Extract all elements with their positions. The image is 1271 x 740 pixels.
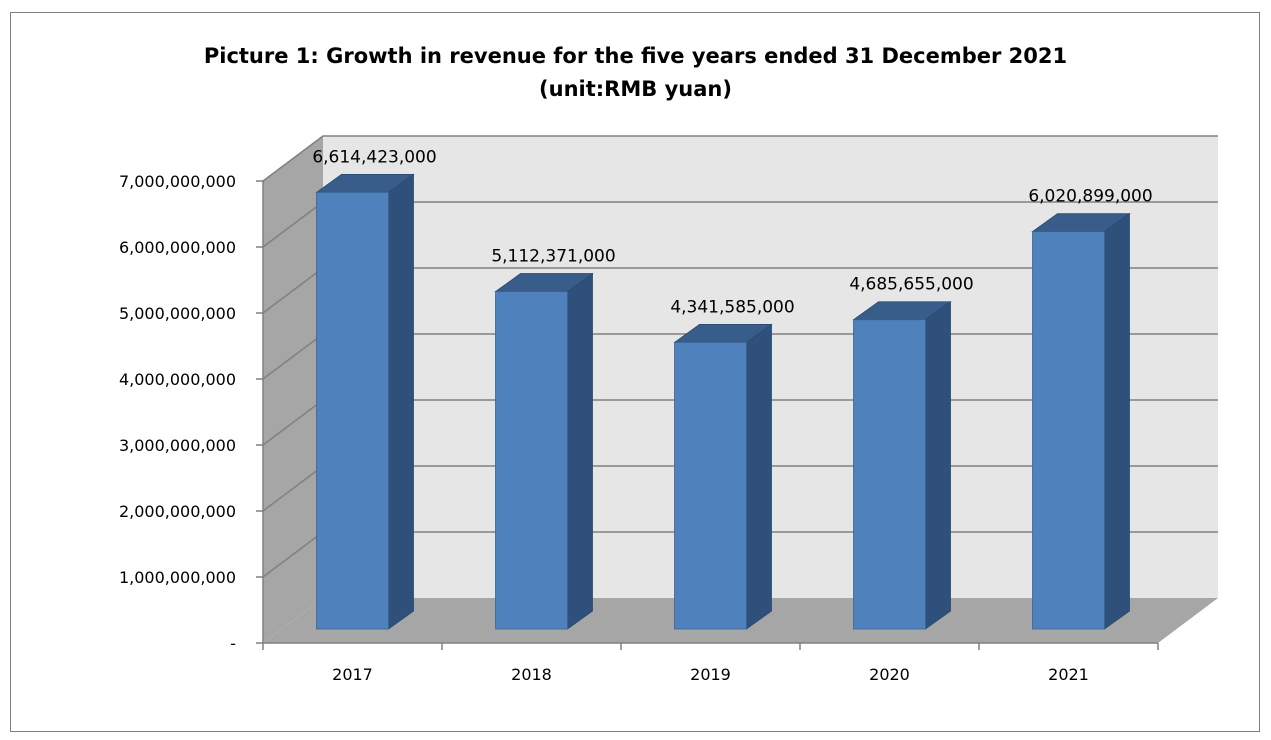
y-tick-label: 1,000,000,000 <box>119 568 236 587</box>
x-tick-label: 2017 <box>332 665 373 684</box>
chart-title: Picture 1: Growth in revenue for the fiv… <box>0 40 1271 106</box>
gridline <box>262 135 1218 182</box>
side-wall <box>263 136 323 643</box>
y-tick-label: 3,000,000,000 <box>119 436 236 455</box>
y-tick-label: 7,000,000,000 <box>119 172 236 191</box>
x-tick-label: 2020 <box>869 665 910 684</box>
x-tick-label: 2021 <box>1048 665 1089 684</box>
data-label: 6,614,423,000 <box>312 147 436 167</box>
y-tick-label: - <box>230 634 236 653</box>
bar <box>674 342 747 630</box>
bar <box>495 291 568 630</box>
y-tick-label: 6,000,000,000 <box>119 238 236 257</box>
y-tick-label: 5,000,000,000 <box>119 304 236 323</box>
chart-subtitle: (unit:RMB yuan) <box>539 77 732 101</box>
bar-side <box>567 272 593 630</box>
data-label: 5,112,371,000 <box>491 247 615 267</box>
bar-side <box>1104 212 1130 630</box>
x-tick-label: 2019 <box>690 665 731 684</box>
bar-side <box>746 323 772 630</box>
chart-title-line: Picture 1: Growth in revenue for the fiv… <box>203 44 1068 68</box>
data-label: 6,020,899,000 <box>1028 187 1152 207</box>
bar <box>316 192 389 630</box>
x-tick-label: 2018 <box>511 665 552 684</box>
y-tick-label: 4,000,000,000 <box>119 370 236 389</box>
bar-side <box>388 173 414 630</box>
bar <box>853 319 926 630</box>
y-tick-label: 2,000,000,000 <box>119 502 236 521</box>
data-label: 4,685,655,000 <box>849 275 973 295</box>
bar-side <box>925 300 951 630</box>
data-label: 4,341,585,000 <box>670 297 794 317</box>
bar <box>1032 231 1105 630</box>
